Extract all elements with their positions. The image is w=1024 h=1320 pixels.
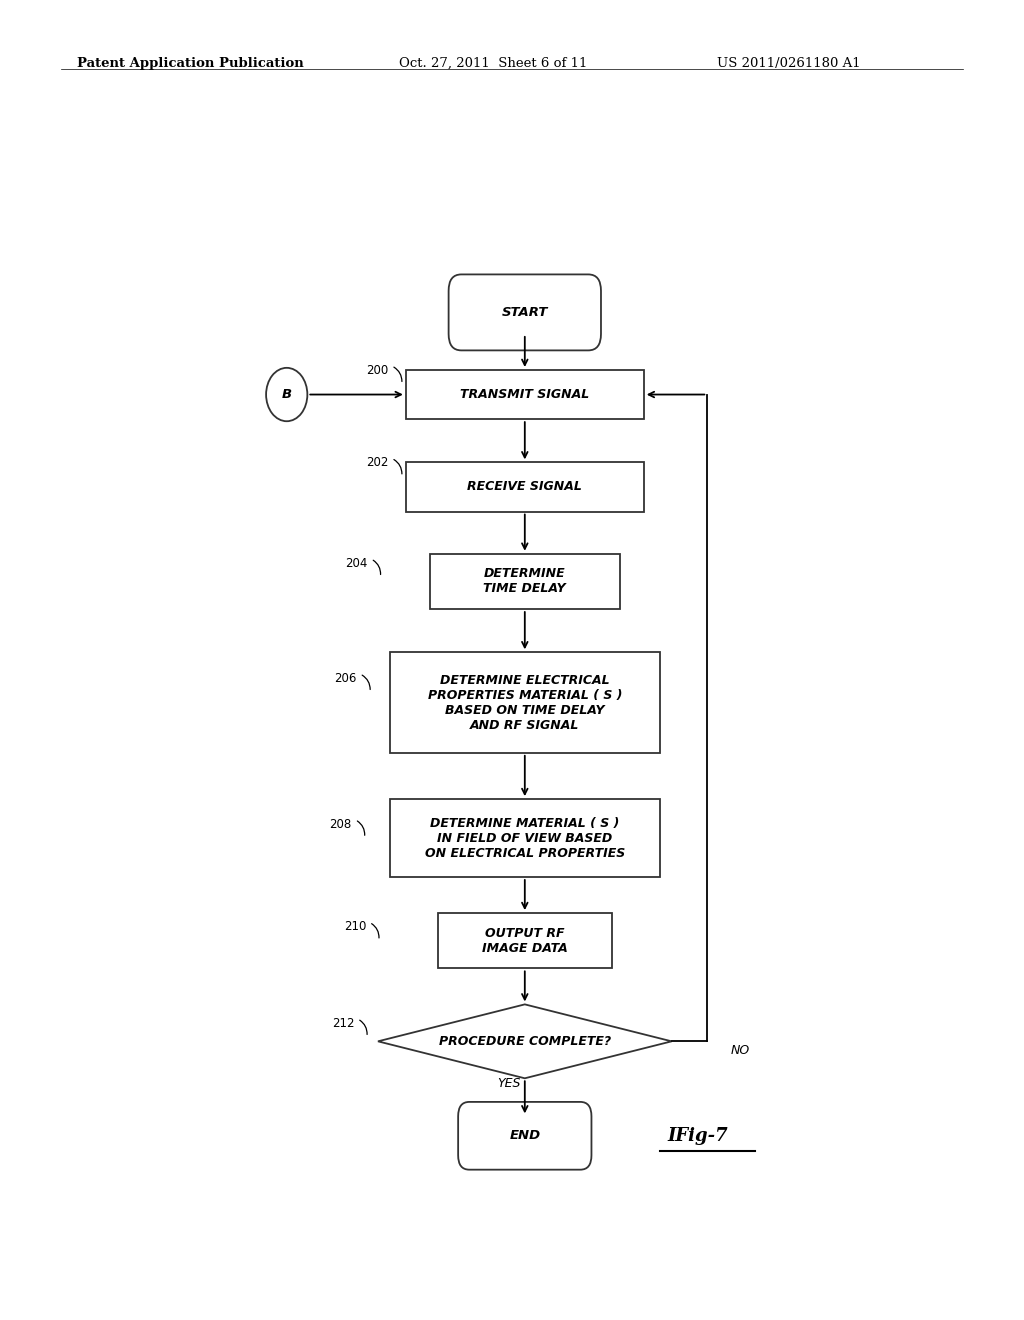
Text: US 2011/0261180 A1: US 2011/0261180 A1 — [717, 57, 860, 70]
Text: START: START — [502, 306, 548, 319]
Bar — [390, 799, 659, 876]
Text: 212: 212 — [332, 1016, 354, 1030]
Text: PROCEDURE COMPLETE?: PROCEDURE COMPLETE? — [438, 1035, 611, 1048]
Bar — [406, 370, 644, 420]
Text: DETERMINE MATERIAL ( S )
IN FIELD OF VIEW BASED
ON ELECTRICAL PROPERTIES: DETERMINE MATERIAL ( S ) IN FIELD OF VIE… — [425, 817, 625, 859]
Text: 202: 202 — [366, 457, 388, 470]
Bar — [406, 462, 644, 512]
Text: TRANSMIT SIGNAL: TRANSMIT SIGNAL — [460, 388, 590, 401]
Text: YES: YES — [498, 1077, 520, 1089]
Text: END: END — [509, 1130, 541, 1142]
Text: DETERMINE
TIME DELAY: DETERMINE TIME DELAY — [483, 568, 566, 595]
Text: DETERMINE ELECTRICAL
PROPERTIES MATERIAL ( S )
BASED ON TIME DELAY
AND RF SIGNAL: DETERMINE ELECTRICAL PROPERTIES MATERIAL… — [428, 673, 622, 731]
Text: 204: 204 — [345, 557, 368, 570]
Text: RECEIVE SIGNAL: RECEIVE SIGNAL — [467, 480, 583, 494]
Text: Oct. 27, 2011  Sheet 6 of 11: Oct. 27, 2011 Sheet 6 of 11 — [399, 57, 588, 70]
Text: IFig-7: IFig-7 — [668, 1127, 728, 1144]
Bar — [430, 553, 621, 609]
Text: 210: 210 — [344, 920, 367, 933]
Text: B: B — [282, 388, 292, 401]
Text: 208: 208 — [330, 818, 352, 830]
Polygon shape — [378, 1005, 672, 1078]
Text: 200: 200 — [366, 364, 388, 378]
FancyBboxPatch shape — [458, 1102, 592, 1170]
Text: OUTPUT RF
IMAGE DATA: OUTPUT RF IMAGE DATA — [482, 927, 567, 954]
Bar — [437, 913, 612, 969]
FancyBboxPatch shape — [449, 275, 601, 350]
Text: 206: 206 — [334, 672, 356, 685]
Text: Patent Application Publication: Patent Application Publication — [77, 57, 303, 70]
Circle shape — [266, 368, 307, 421]
Bar — [390, 652, 659, 752]
Text: NO: NO — [731, 1044, 751, 1056]
